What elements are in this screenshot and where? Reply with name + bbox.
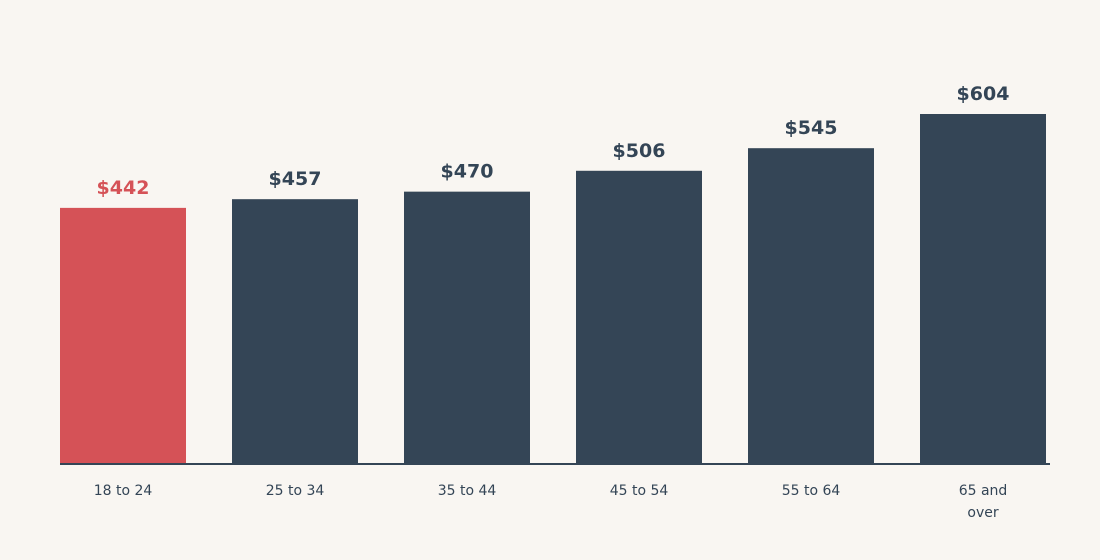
x-tick-label-5: 65 and over [959, 483, 1008, 521]
data-label-4: $545 [785, 117, 838, 139]
x-tick-label-1: 25 to 34 [266, 483, 325, 499]
bar-3 [576, 170, 702, 464]
bar-2 [404, 191, 530, 465]
x-tick-label-0: 18 to 24 [94, 483, 153, 499]
data-label-1: $457 [269, 168, 322, 190]
x-tick-label-4: 55 to 64 [782, 483, 841, 499]
bar-5 [920, 114, 1046, 464]
bar-1 [232, 199, 358, 464]
data-label-2: $470 [441, 161, 494, 183]
x-tick-label-2: 35 to 44 [438, 483, 497, 499]
data-label-5: $604 [957, 83, 1010, 105]
data-label-0: $442 [97, 177, 150, 199]
bar-0 [60, 207, 186, 464]
data-label-3: $506 [613, 140, 666, 162]
bar-4 [748, 148, 874, 465]
x-tick-label-3: 45 to 54 [610, 483, 669, 499]
